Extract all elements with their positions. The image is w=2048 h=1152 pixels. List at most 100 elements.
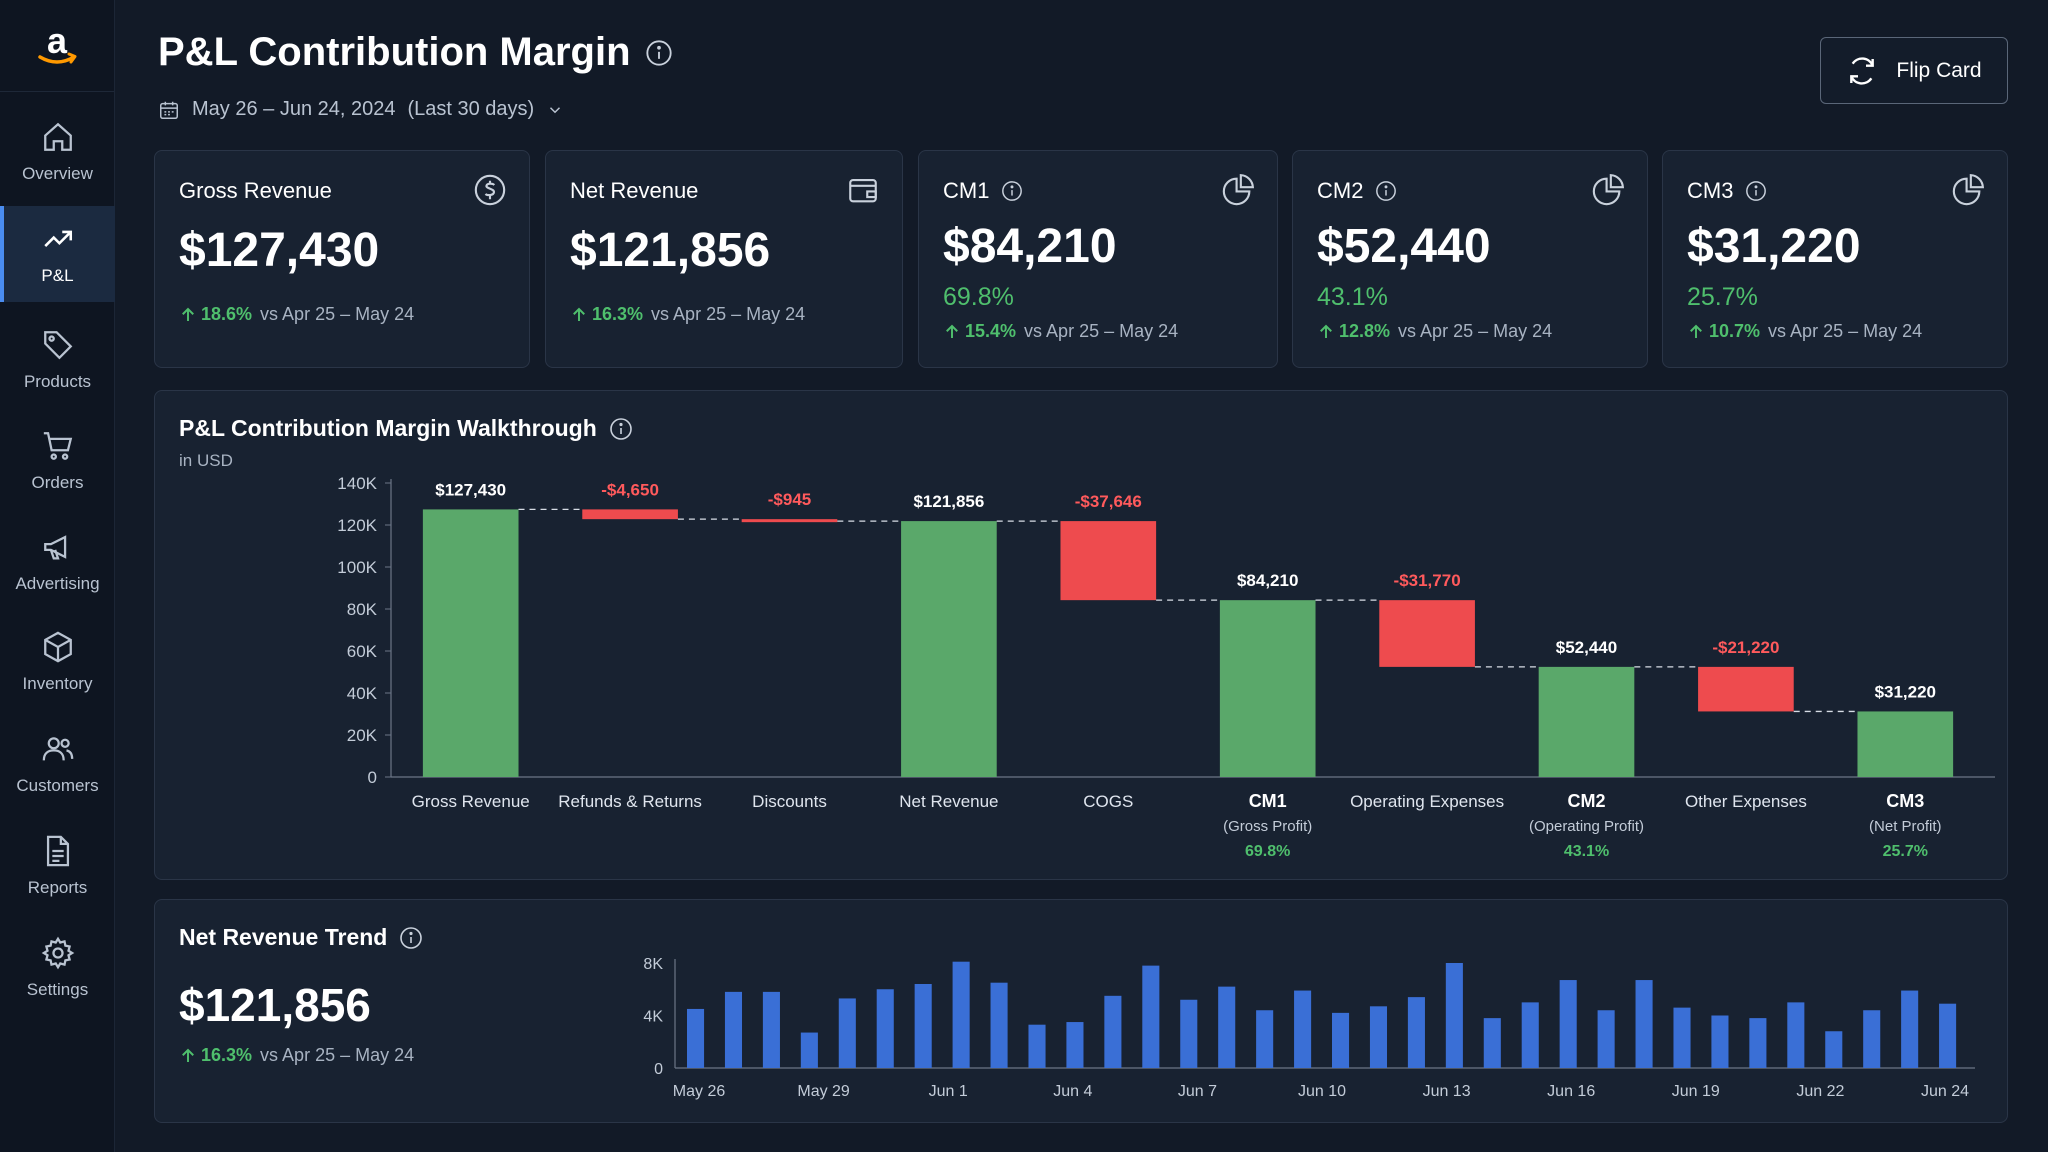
kpi-card-gross-revenue[interactable]: Gross Revenue $127,430 18.6% vs Apr 25 –… (154, 150, 530, 368)
sidebar-item-products[interactable]: Products (0, 312, 115, 408)
users-icon (42, 737, 73, 761)
trend-bar (1294, 990, 1312, 1068)
panel-title: Net Revenue Trend (179, 924, 423, 951)
info-icon (609, 417, 632, 440)
kpi-card-net-revenue[interactable]: Net Revenue $121,856 16.3% vs Apr 25 – M… (545, 150, 903, 368)
megaphone-icon (43, 535, 66, 560)
x-tick-label: May 29 (797, 1083, 850, 1100)
trend-bar (1673, 1007, 1691, 1068)
box-icon (43, 631, 72, 663)
trend-bar (1825, 1031, 1843, 1068)
arrow-up-icon (1690, 324, 1702, 338)
chart-unit-label: in USD (179, 451, 233, 470)
x-category-label: COGS (1083, 792, 1133, 811)
svg-text:a: a (47, 23, 68, 61)
trend-bar (1749, 1018, 1767, 1068)
kpi-title: CM2 (1317, 178, 1397, 204)
sidebar-item-settings[interactable]: Settings (0, 920, 115, 1016)
kpi-margin-pct: 43.1% (1317, 283, 1388, 311)
sidebar-item-reports[interactable]: Reports (0, 818, 115, 914)
home-icon (43, 122, 72, 151)
x-tick-label: Jun 24 (1921, 1083, 1969, 1100)
x-category-pct: 43.1% (1564, 843, 1609, 860)
sidebar-item-customers[interactable]: Customers (0, 716, 115, 812)
sidebar-item-advertising[interactable]: Advertising (0, 514, 115, 610)
arrow-up-icon (946, 324, 958, 338)
sidebar-item-pl[interactable]: P&L (0, 206, 115, 302)
x-category-label: Refunds & Returns (558, 792, 702, 811)
data-label: -$4,650 (601, 480, 659, 499)
kpi-card-cm1[interactable]: CM1 $84,210 69.8% 15.4% vs Apr 25 – May … (918, 150, 1278, 368)
kpi-delta: 15.4% vs Apr 25 – May 24 (943, 321, 1178, 342)
sidebar-item-overview[interactable]: Overview (0, 104, 115, 200)
trend-bar (1445, 963, 1463, 1068)
waterfall-bar (901, 521, 997, 777)
x-tick-label: Jun 10 (1298, 1083, 1346, 1100)
kpi-value: $52,440 (1317, 220, 1491, 273)
trend-bar (724, 991, 743, 1068)
trend-bar (1711, 1015, 1729, 1068)
y-tick-label: 8K (643, 956, 663, 973)
trend-bar (1483, 1018, 1501, 1068)
sidebar-item-orders[interactable]: Orders (0, 413, 115, 509)
trend-bar (800, 1032, 818, 1068)
kpi-value: $121,856 (570, 224, 771, 277)
kpi-margin-pct: 69.8% (943, 283, 1014, 311)
sidebar-item-label: Advertising (15, 574, 100, 593)
sidebar-item-inventory[interactable]: Inventory (0, 614, 115, 710)
y-tick-label: 4K (643, 1009, 663, 1026)
trend-headline-value: $121,856 (179, 979, 371, 1031)
data-label: $31,220 (1875, 682, 1936, 701)
x-tick-label: Jun 16 (1547, 1083, 1595, 1100)
waterfall-bar (1538, 666, 1635, 777)
x-category-label: Operating Expenses (1350, 792, 1504, 811)
trend-bar (1787, 1002, 1805, 1068)
trend-bar (1863, 1010, 1881, 1068)
x-category-label: Other Expenses (1685, 792, 1807, 811)
trend-bar (990, 982, 1008, 1068)
y-tick-label: 20K (347, 726, 378, 745)
kpi-title: Net Revenue (570, 178, 699, 203)
x-category-label: Gross Revenue (412, 792, 530, 811)
trend-bar (876, 989, 894, 1068)
date-preset: (Last 30 days) (407, 98, 535, 120)
waterfall-chart: 0 20K 40K 60K 80K 100K 120K 140K $127,430 Gross R… (337, 474, 1995, 860)
kpi-card-cm2[interactable]: CM2 $52,440 43.1% 12.8% vs Apr 25 – May … (1292, 150, 1648, 368)
info-icon[interactable] (645, 39, 673, 67)
sidebar-item-label: Overview (22, 164, 93, 183)
arrow-up-icon (573, 307, 585, 321)
sidebar-item-label: Customers (16, 776, 99, 795)
data-label: -$21,220 (1712, 638, 1779, 657)
cart-icon (43, 432, 72, 460)
info-icon (1002, 181, 1023, 201)
data-label: $127,430 (435, 480, 506, 499)
y-tick-label: 140K (337, 474, 377, 493)
sidebar-item-label: Settings (26, 980, 89, 999)
pie-chart-icon (1221, 173, 1255, 212)
trend-bar (838, 998, 856, 1068)
pie-chart-icon (1591, 173, 1625, 212)
kpi-card-cm3[interactable]: CM3 $31,220 25.7% 10.7% vs Apr 25 – May … (1662, 150, 2008, 368)
flip-card-button[interactable]: Flip Card (1820, 37, 2008, 104)
x-category-sublabel: (Net Profit) (1869, 818, 1942, 835)
data-label: -$945 (768, 490, 811, 509)
kpi-delta: 12.8% vs Apr 25 – May 24 (1317, 321, 1552, 342)
amazon-logo[interactable]: a (0, 0, 114, 92)
trend-bar (1597, 1010, 1615, 1068)
trend-bar (1521, 1002, 1539, 1068)
y-tick-label: 100K (337, 558, 377, 577)
pie-chart-icon (1951, 173, 1985, 212)
arrow-up-icon (182, 307, 194, 321)
y-tick-label: 80K (347, 600, 378, 619)
sidebar-item-label: P&L (41, 266, 74, 285)
info-icon (1746, 181, 1767, 201)
date-range-picker[interactable]: May 26 – Jun 24, 2024 (Last 30 days) (158, 98, 564, 121)
x-category-sublabel: (Gross Profit) (1223, 818, 1312, 835)
amazon-logo-icon: a (38, 23, 77, 64)
trend-bar (1332, 1012, 1350, 1068)
kpi-title: CM1 (943, 178, 1023, 204)
trend-bar (952, 961, 970, 1068)
kpi-title: CM3 (1687, 178, 1767, 204)
gear-icon (41, 936, 74, 970)
x-tick-label: Jun 13 (1423, 1083, 1471, 1100)
